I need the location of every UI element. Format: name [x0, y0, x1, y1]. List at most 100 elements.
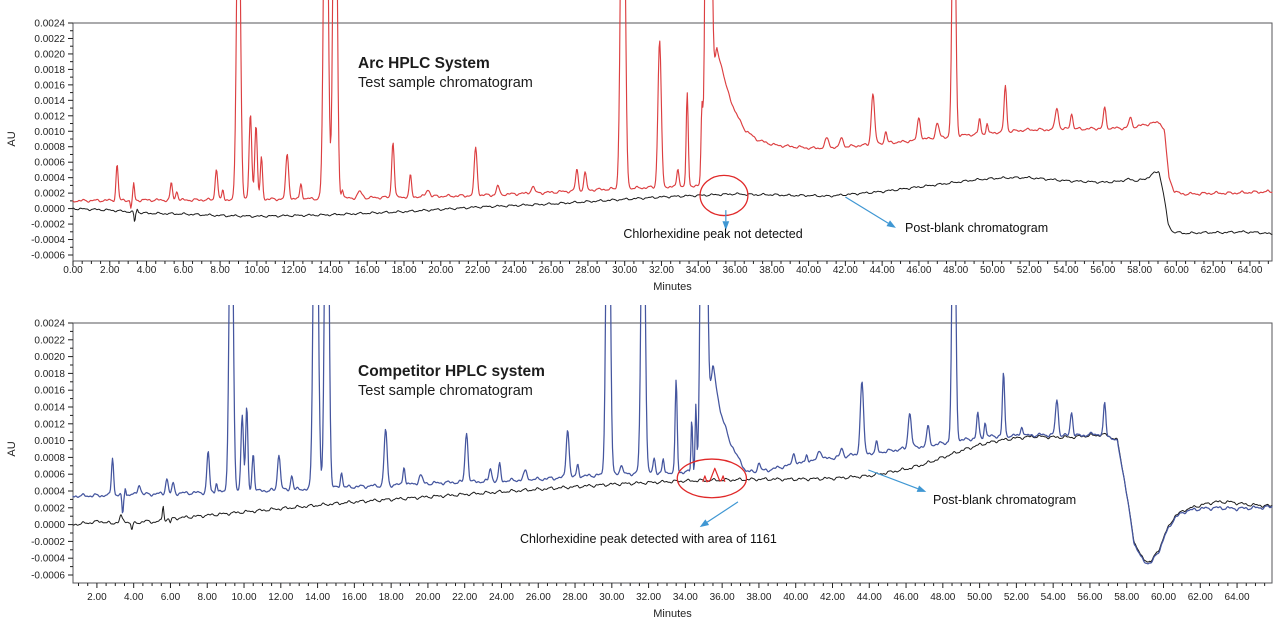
svg-text:0.0010: 0.0010 — [34, 436, 65, 447]
chlorhexidine-region-ellipse — [699, 174, 749, 217]
panel-competitor-hplc: 0.0024 0.0022 0.0020 0.0018 0.0016 0.0014 0.00… — [0, 305, 1280, 634]
chart-title-block: Arc HPLC System Test sample chromatogram — [358, 54, 533, 94]
svg-text:0.0016: 0.0016 — [34, 80, 65, 91]
svg-text:30.00: 30.00 — [599, 592, 624, 603]
y-axis-label: AU — [6, 441, 18, 456]
svg-text:12.00: 12.00 — [281, 265, 306, 276]
svg-text:10.00: 10.00 — [244, 265, 269, 276]
svg-text:32.00: 32.00 — [636, 592, 661, 603]
svg-text:-0.0002: -0.0002 — [31, 537, 65, 548]
svg-text:22.00: 22.00 — [465, 265, 490, 276]
trace-post-blank-chromatogram — [72, 432, 1273, 563]
annotation-post-blank-top: Post-blank chromatogram — [905, 221, 1049, 235]
svg-text:34.00: 34.00 — [686, 265, 711, 276]
svg-text:8.00: 8.00 — [198, 592, 218, 603]
svg-text:28.00: 28.00 — [563, 592, 588, 603]
svg-text:42.00: 42.00 — [820, 592, 845, 603]
svg-text:-0.0002: -0.0002 — [31, 220, 65, 231]
svg-text:18.00: 18.00 — [379, 592, 404, 603]
x-axis-label: Minutes — [653, 281, 692, 293]
svg-text:0.0004: 0.0004 — [34, 173, 65, 184]
svg-text:0.0010: 0.0010 — [34, 127, 65, 138]
svg-text:0.0012: 0.0012 — [34, 111, 65, 122]
chart-subtitle: Test sample chromatogram — [358, 75, 533, 92]
svg-text:0.0016: 0.0016 — [34, 386, 65, 397]
svg-text:0.0022: 0.0022 — [34, 335, 65, 346]
svg-text:56.00: 56.00 — [1077, 592, 1102, 603]
trace-post-blank-chromatogram — [72, 171, 1273, 235]
annotation-post-blank-bottom: Post-blank chromatogram — [933, 493, 1077, 507]
svg-text:8.00: 8.00 — [210, 265, 230, 276]
svg-text:0.0022: 0.0022 — [34, 34, 65, 45]
svg-text:62.00: 62.00 — [1188, 592, 1213, 603]
svg-text:28.00: 28.00 — [575, 265, 600, 276]
annotation-chlorhexidine-detected: Chlorhexidine peak detected with area of… — [520, 532, 777, 546]
svg-text:0.0004: 0.0004 — [34, 487, 65, 498]
svg-text:60.00: 60.00 — [1164, 265, 1189, 276]
panel-arc-hplc: 0.0024 0.0022 0.0020 0.0018 0.0016 0.0014 0.00… — [0, 0, 1280, 305]
svg-text:0.0000: 0.0000 — [34, 520, 65, 531]
svg-text:46.00: 46.00 — [894, 592, 919, 603]
svg-text:34.00: 34.00 — [673, 592, 698, 603]
svg-text:42.00: 42.00 — [833, 265, 858, 276]
svg-text:40.00: 40.00 — [796, 265, 821, 276]
axes: 0.0024 0.0022 0.0020 0.0018 0.0016 0.0014 0.00… — [6, 319, 1273, 620]
svg-text:46.00: 46.00 — [906, 265, 931, 276]
svg-text:0.0006: 0.0006 — [34, 158, 65, 169]
chart-title: Arc HPLC System — [358, 55, 490, 72]
chart-title: Competitor HPLC system — [358, 363, 545, 380]
y-axis-label: AU — [6, 131, 18, 146]
svg-text:0.0012: 0.0012 — [34, 419, 65, 430]
svg-text:0.0006: 0.0006 — [34, 470, 65, 481]
svg-text:0.0002: 0.0002 — [34, 503, 65, 514]
svg-text:0.00: 0.00 — [63, 265, 83, 276]
svg-text:0.0018: 0.0018 — [34, 369, 65, 380]
svg-text:50.00: 50.00 — [967, 592, 992, 603]
svg-text:56.00: 56.00 — [1090, 265, 1115, 276]
svg-text:26.00: 26.00 — [539, 265, 564, 276]
svg-text:0.0020: 0.0020 — [34, 49, 65, 60]
svg-text:6.00: 6.00 — [161, 592, 181, 603]
svg-text:0.0018: 0.0018 — [34, 65, 65, 76]
svg-text:-0.0004: -0.0004 — [31, 554, 65, 565]
svg-text:18.00: 18.00 — [391, 265, 416, 276]
svg-text:0.0008: 0.0008 — [34, 453, 65, 464]
axes: 0.0024 0.0022 0.0020 0.0018 0.0016 0.0014 0.00… — [6, 19, 1273, 293]
svg-text:0.0020: 0.0020 — [34, 352, 65, 363]
svg-text:12.00: 12.00 — [268, 592, 293, 603]
svg-text:4.00: 4.00 — [137, 265, 157, 276]
x-axis-label: Minutes — [653, 608, 692, 620]
svg-text:36.00: 36.00 — [723, 265, 748, 276]
svg-text:20.00: 20.00 — [415, 592, 440, 603]
trace-competitor-test-sample — [72, 305, 1273, 565]
svg-text:62.00: 62.00 — [1201, 265, 1226, 276]
svg-text:14.00: 14.00 — [318, 265, 343, 276]
svg-text:52.00: 52.00 — [1004, 592, 1029, 603]
svg-text:-0.0006: -0.0006 — [31, 571, 65, 582]
svg-text:58.00: 58.00 — [1127, 265, 1152, 276]
svg-text:54.00: 54.00 — [1054, 265, 1079, 276]
svg-text:14.00: 14.00 — [305, 592, 330, 603]
svg-text:24.00: 24.00 — [489, 592, 514, 603]
svg-text:60.00: 60.00 — [1151, 592, 1176, 603]
svg-text:-0.0004: -0.0004 — [31, 235, 65, 246]
svg-text:64.00: 64.00 — [1237, 265, 1262, 276]
svg-text:64.00: 64.00 — [1225, 592, 1250, 603]
chart-competitor-hplc-svg: 0.0024 0.0022 0.0020 0.0018 0.0016 0.0014 0.00… — [6, 305, 1273, 620]
svg-text:58.00: 58.00 — [1114, 592, 1139, 603]
svg-text:-0.0006: -0.0006 — [31, 251, 65, 262]
svg-text:0.0008: 0.0008 — [34, 142, 65, 153]
svg-text:6.00: 6.00 — [174, 265, 194, 276]
svg-text:48.00: 48.00 — [930, 592, 955, 603]
annotation-layer — [676, 458, 927, 528]
svg-text:26.00: 26.00 — [526, 592, 551, 603]
integration-marker — [702, 467, 726, 483]
trace-arc-test-sample — [72, 0, 1273, 209]
svg-text:44.00: 44.00 — [870, 265, 895, 276]
svg-text:32.00: 32.00 — [649, 265, 674, 276]
svg-text:54.00: 54.00 — [1041, 592, 1066, 603]
chart-subtitle: Test sample chromatogram — [358, 383, 533, 400]
svg-text:48.00: 48.00 — [943, 265, 968, 276]
svg-text:0.0024: 0.0024 — [34, 19, 65, 30]
